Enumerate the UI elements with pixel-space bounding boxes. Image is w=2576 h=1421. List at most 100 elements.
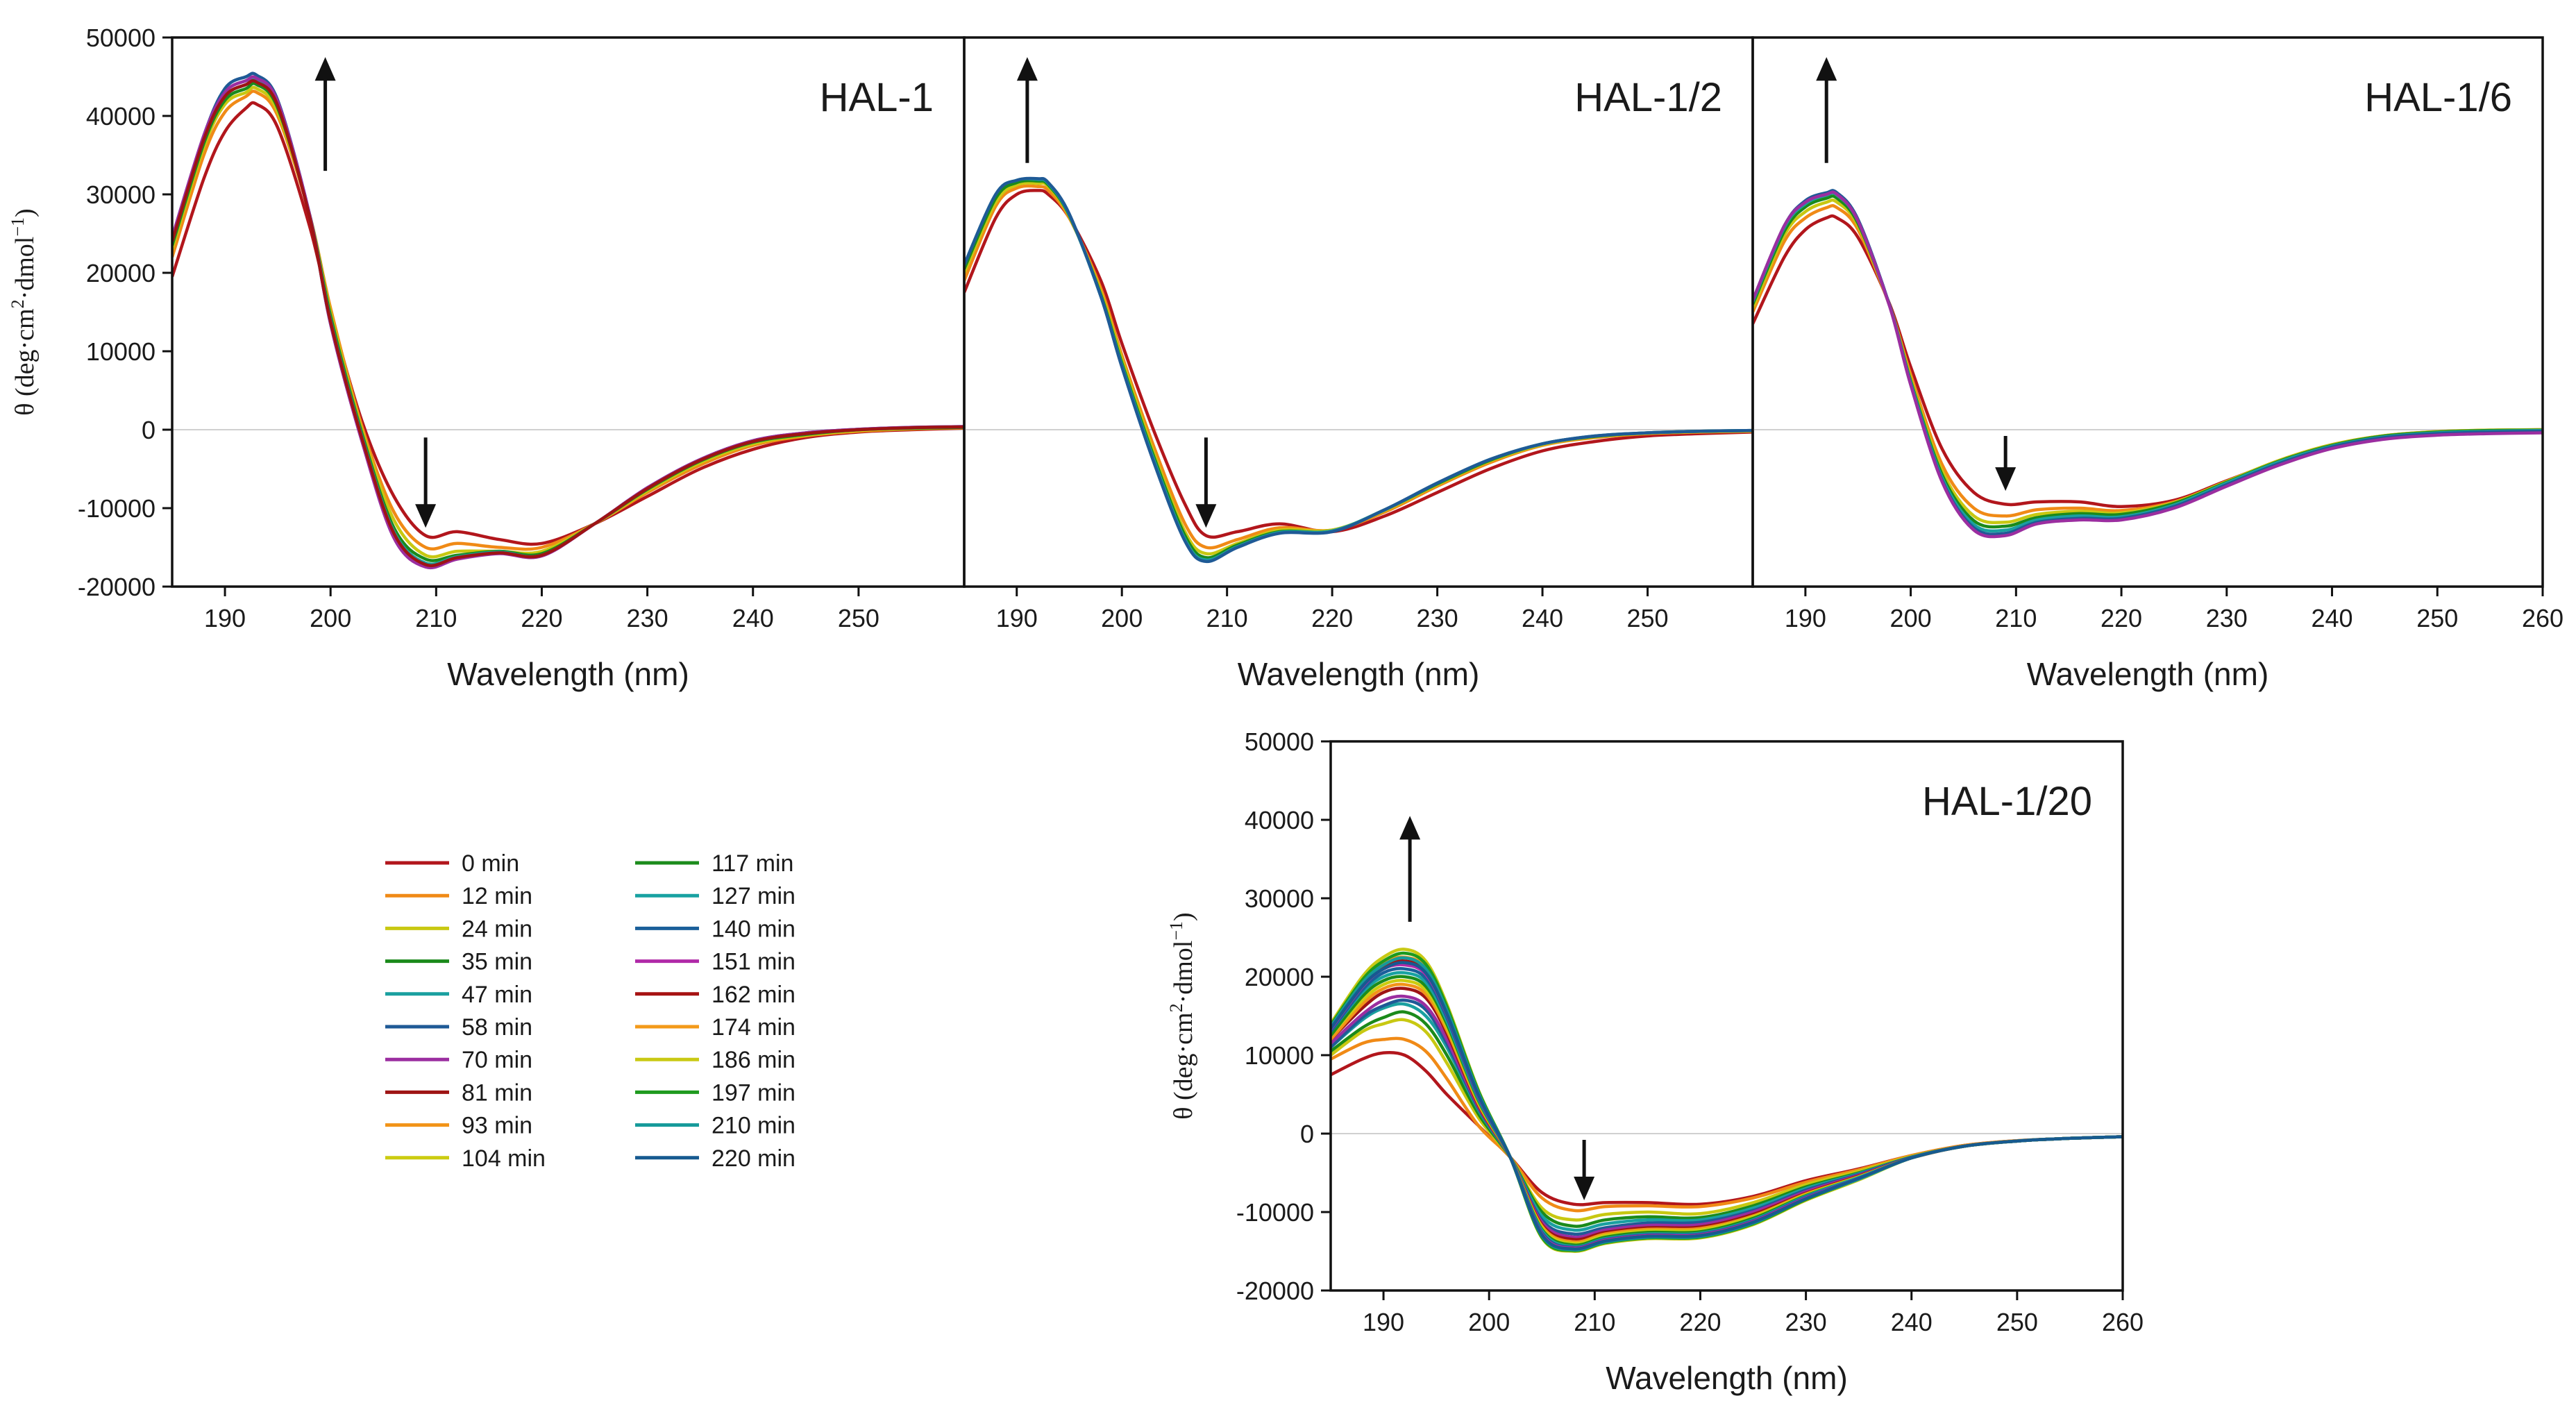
panel-label: HAL-1 xyxy=(820,75,934,120)
series-line xyxy=(1331,951,2123,1252)
series-group xyxy=(964,176,1753,564)
legend-item: 186 min xyxy=(635,1047,795,1073)
trend-arrow-head xyxy=(314,57,336,81)
legend-item: 0 min xyxy=(385,850,519,877)
x-tick-label: 190 xyxy=(1363,1308,1404,1336)
legend-label: 186 min xyxy=(712,1047,795,1073)
x-tick-label: 200 xyxy=(1101,604,1143,632)
x-tick-label: 240 xyxy=(1522,604,1563,632)
legend-item: 24 min xyxy=(385,916,532,942)
y-axis-title: θ (deg·cm2·dmol−1) xyxy=(8,208,40,415)
legend-label: 0 min xyxy=(462,850,519,877)
y-tick-label: 40000 xyxy=(86,102,155,131)
x-tick-label: 250 xyxy=(2416,604,2458,632)
series-line xyxy=(1331,1036,2123,1213)
x-tick-label: 220 xyxy=(1311,604,1353,632)
y-tick-label: 0 xyxy=(1300,1120,1314,1148)
legend-item: 81 min xyxy=(385,1079,532,1106)
chart-panel: 190 200 210 220 230 240 250 260 Wavelength (nm) H… xyxy=(1751,36,2564,692)
legend-item: 220 min xyxy=(635,1145,795,1172)
series-line xyxy=(1753,194,2543,529)
legend-label: 70 min xyxy=(462,1047,532,1073)
y-axis-title: θ (deg·cm2·dmol−1) xyxy=(1166,912,1199,1119)
series-line xyxy=(1753,189,2543,536)
legend-item: 58 min xyxy=(385,1014,532,1041)
x-axis-title: Wavelength (nm) xyxy=(1606,1360,1848,1396)
x-tick-label: 200 xyxy=(1890,604,1932,632)
series-line xyxy=(1331,948,2123,1253)
legend-item: 104 min xyxy=(385,1145,546,1172)
x-tick-label: 230 xyxy=(627,604,668,632)
series-line xyxy=(1331,956,2123,1252)
x-tick-label: 200 xyxy=(310,604,351,632)
legend-label: 210 min xyxy=(712,1113,795,1139)
legend-label: 117 min xyxy=(712,850,793,877)
chart-panels: 190 200 210 220 230 240 250 Wavelength (nm) -200… xyxy=(8,24,2564,1396)
legend-label: 104 min xyxy=(462,1145,546,1172)
plot-frame xyxy=(1751,36,2544,588)
y-tick-label: 40000 xyxy=(1245,806,1314,834)
legend-label: 197 min xyxy=(712,1079,795,1106)
x-tick-label: 250 xyxy=(1996,1308,2038,1336)
legend-label: 47 min xyxy=(462,982,532,1008)
x-tick-label: 220 xyxy=(521,604,562,632)
legend-item: 70 min xyxy=(385,1047,532,1073)
x-tick-label: 190 xyxy=(204,604,246,632)
x-tick-label: 220 xyxy=(1679,1308,1721,1336)
y-tick-label: 0 xyxy=(142,416,155,444)
y-tick-label: 50000 xyxy=(86,24,155,52)
trend-arrow-head xyxy=(415,504,437,528)
legend-label: 127 min xyxy=(712,883,795,909)
series-line xyxy=(964,177,1753,562)
trend-arrow-head xyxy=(1816,57,1837,81)
series-line xyxy=(1331,1050,2123,1206)
legend-label: 12 min xyxy=(462,883,532,909)
legend-item: 35 min xyxy=(385,949,532,975)
panel-label: HAL-1/6 xyxy=(2364,75,2512,120)
series-line xyxy=(1331,961,2123,1251)
x-axis-title: Wavelength (nm) xyxy=(1238,656,1480,692)
y-tick-label: -20000 xyxy=(1236,1277,1314,1305)
y-tick-label: 50000 xyxy=(1245,728,1314,756)
plot-frame xyxy=(1329,740,2124,1292)
series-line xyxy=(172,101,964,546)
legend-label: 140 min xyxy=(712,916,795,942)
series-line xyxy=(1753,190,2543,539)
x-tick-label: 230 xyxy=(1785,1308,1827,1336)
series-line xyxy=(172,79,964,567)
legend-item: 151 min xyxy=(635,949,795,975)
x-tick-label: 210 xyxy=(1995,604,2037,632)
legend: 0 min 12 min 24 min 35 min 47 min 58 min 70 mi… xyxy=(385,850,795,1172)
x-tick-label: 240 xyxy=(1891,1308,1933,1336)
y-tick-label: -20000 xyxy=(78,573,155,601)
legend-label: 35 min xyxy=(462,949,532,975)
x-tick-label: 260 xyxy=(2102,1308,2144,1336)
chart-panel: 190 200 210 220 230 240 250 260 Wavelength (nm) -… xyxy=(1166,728,2144,1396)
series-line xyxy=(964,189,1753,539)
legend-label: 151 min xyxy=(712,949,795,975)
legend-item: 174 min xyxy=(635,1014,795,1041)
series-line xyxy=(1331,959,2123,1251)
x-tick-label: 210 xyxy=(1206,604,1248,632)
x-tick-label: 220 xyxy=(2101,604,2142,632)
legend-label: 174 min xyxy=(712,1014,795,1041)
trend-arrow-head xyxy=(1195,504,1217,528)
chart-panel: 190 200 210 220 230 240 250 Wavelength (nm) HAL-… xyxy=(963,36,1754,692)
trend-arrow-head xyxy=(1399,816,1421,840)
trend-arrow-head xyxy=(1016,57,1038,81)
legend-label: 81 min xyxy=(462,1079,532,1106)
legend-item: 12 min xyxy=(385,883,532,909)
x-tick-label: 240 xyxy=(732,604,774,632)
y-tick-label: 10000 xyxy=(1245,1041,1314,1070)
series-line xyxy=(1331,955,2123,1252)
legend-label: 220 min xyxy=(712,1145,795,1172)
y-tick-label: -10000 xyxy=(78,494,155,523)
legend-item: 127 min xyxy=(635,883,795,909)
series-line xyxy=(172,85,964,559)
series-group xyxy=(172,72,964,570)
x-tick-label: 190 xyxy=(996,604,1038,632)
x-tick-label: 260 xyxy=(2522,604,2564,632)
legend-item: 93 min xyxy=(385,1113,532,1139)
legend-item: 197 min xyxy=(635,1079,795,1106)
